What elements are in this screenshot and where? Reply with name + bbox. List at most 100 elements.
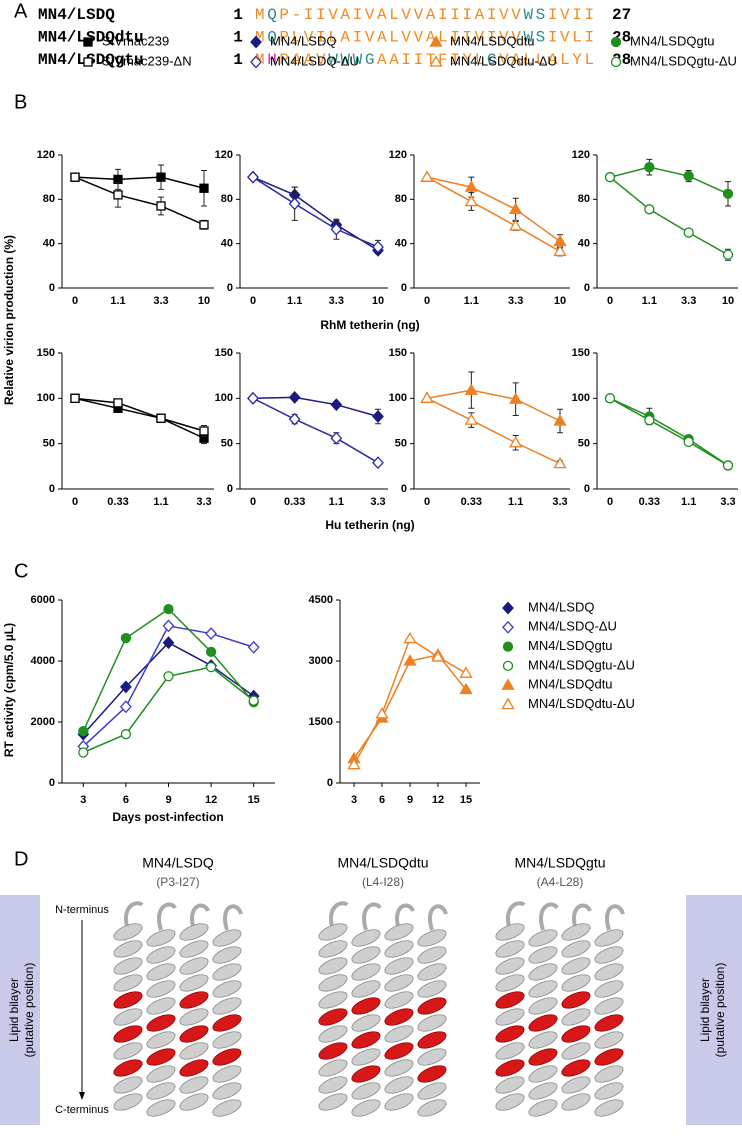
marker: [248, 695, 259, 706]
c-terminus: C-terminus: [55, 1104, 109, 1116]
helix-turn: [146, 1048, 176, 1066]
helix-turn: [495, 1042, 525, 1060]
marker: [199, 426, 209, 436]
sequence: MQPLVILAIVALVVALIIVIVVWSIVLI: [255, 29, 597, 47]
x-tick-label: 10: [554, 295, 566, 307]
x-tick-label: 15: [460, 794, 472, 806]
series-line: [74, 176, 205, 189]
legend-marker: [250, 55, 262, 69]
helix-turn: [495, 991, 525, 1009]
y-axis-title: Relative virion production (%): [2, 235, 16, 405]
helix-turn: [384, 1008, 414, 1026]
marker: [372, 456, 384, 470]
series-line: [609, 397, 729, 467]
helix-turn: [318, 957, 348, 975]
legend-marker: [610, 36, 622, 48]
bilayer-label: (putative position): [22, 963, 36, 1058]
helix-turn: [146, 1065, 176, 1083]
helix-turn: [146, 929, 176, 947]
marker: [683, 227, 694, 238]
sequence-segment: PLVILAIVALVVALIIVIVV: [279, 29, 523, 47]
helix-turn: [594, 946, 624, 964]
series-line: [74, 176, 205, 226]
helix-turn: [417, 1082, 447, 1100]
marker: [120, 700, 132, 714]
y-tick-label: 1500: [309, 716, 333, 728]
y-axis-title: RT activity (cpm/5.0 µL): [2, 623, 16, 757]
marker: [459, 682, 473, 695]
helix-turn: [561, 1093, 591, 1111]
series-line: [353, 654, 467, 760]
marker: [288, 197, 301, 211]
legend-label: MN4/LSDQdtu-ΔU: [450, 53, 557, 68]
x-tick-label: 9: [165, 794, 171, 806]
legend-label: MN4/LSDQdtu-ΔU: [528, 696, 635, 711]
x-tick-label: 12: [432, 794, 444, 806]
helix-turn: [146, 997, 176, 1015]
helix-turn: [212, 1014, 242, 1032]
y-tick-label: 120: [572, 149, 590, 161]
marker: [722, 460, 734, 471]
structure-range: (A4-L28): [537, 875, 584, 889]
helix-turn: [561, 1008, 591, 1026]
helix-turn: [495, 1025, 525, 1043]
helix-loop: [572, 903, 592, 931]
helix-turn: [417, 1048, 447, 1066]
helix-turn: [594, 1099, 624, 1117]
helix-turn: [384, 923, 414, 941]
sequence-start: 1: [233, 51, 243, 69]
helix-turn: [561, 1025, 591, 1043]
helix-turn: [113, 1042, 143, 1060]
marker: [644, 414, 655, 426]
marker: [553, 456, 567, 469]
helix-turn: [495, 923, 525, 941]
helix-turn: [495, 1076, 525, 1094]
marker: [78, 726, 89, 737]
sequence-segment: P-IIVAIVALVVAIIIAIVV: [279, 6, 523, 24]
structure-range: (P3-I27): [156, 875, 199, 889]
helix-turn: [528, 929, 558, 947]
helix-turn: [594, 1031, 624, 1049]
x-tick-label: 0: [72, 496, 78, 508]
helix-turn: [351, 1065, 381, 1083]
helix-turn: [351, 1048, 381, 1066]
marker: [722, 249, 734, 260]
x-tick-label: 0.33: [461, 496, 482, 508]
helix-loop: [124, 901, 144, 931]
sequence-segment: WS: [523, 6, 547, 24]
helix-turn: [417, 929, 447, 947]
helix-turn: [113, 1059, 143, 1077]
x-tick-label: 0: [250, 295, 256, 307]
y-tick-label: 120: [389, 149, 407, 161]
structure-title: MN4/LSDQ: [142, 855, 214, 871]
x-tick-label: 0: [250, 496, 256, 508]
helix-turn: [417, 1099, 447, 1117]
marker: [113, 398, 123, 408]
sequence-segment: Q: [267, 6, 279, 24]
helix-turn: [179, 1008, 209, 1026]
y-tick-label: 6000: [31, 594, 55, 606]
legend-label: MN4/LSDQ-ΔU: [270, 53, 359, 68]
helix-turn: [528, 1031, 558, 1049]
helix-turn: [561, 1059, 591, 1077]
helix-turn: [146, 963, 176, 981]
y-tick-label: 100: [572, 392, 590, 404]
helix-turn: [528, 1099, 558, 1117]
marker: [162, 619, 175, 633]
y-tick-label: 50: [43, 438, 55, 450]
x-axis-title: Hu tetherin (ng): [325, 518, 414, 532]
marker: [604, 172, 616, 183]
bilayer-label: (putative position): [713, 963, 727, 1058]
marker: [420, 391, 434, 403]
helix-turn: [179, 1025, 209, 1043]
helix-turn: [417, 1065, 447, 1083]
helix-turn: [318, 991, 348, 1009]
helix-turn: [561, 974, 591, 992]
marker: [247, 640, 260, 654]
helix-turn: [212, 946, 242, 964]
helix-turn: [417, 997, 447, 1015]
series-line: [74, 397, 205, 432]
sequence-segment: PAAV: [279, 51, 328, 69]
marker: [247, 391, 259, 405]
marker: [156, 201, 166, 211]
